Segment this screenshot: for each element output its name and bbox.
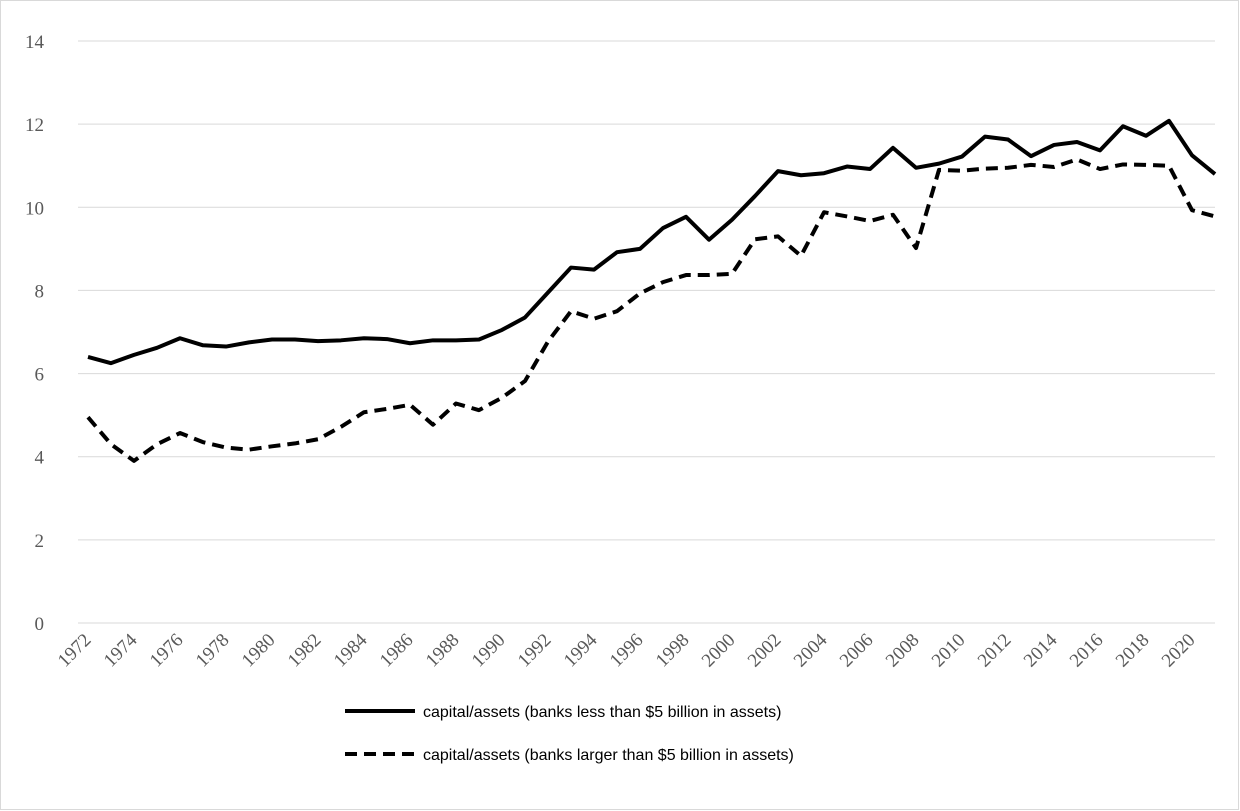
y-tick-label: 10 bbox=[25, 198, 44, 219]
y-tick-label: 6 bbox=[35, 365, 45, 386]
legend-label: capital/assets (banks less than $5 billi… bbox=[423, 704, 781, 721]
y-tick-label: 2 bbox=[35, 531, 45, 552]
y-tick-label: 4 bbox=[35, 448, 45, 469]
y-tick-label: 0 bbox=[35, 614, 45, 635]
series-line bbox=[86, 157, 1216, 463]
legend-label: capital/assets (banks larger than $5 bil… bbox=[423, 747, 794, 764]
y-tick-label: 14 bbox=[25, 32, 45, 53]
y-tick-label: 12 bbox=[25, 115, 44, 136]
y-tick-label: 8 bbox=[35, 281, 45, 302]
series-line bbox=[87, 118, 1217, 366]
